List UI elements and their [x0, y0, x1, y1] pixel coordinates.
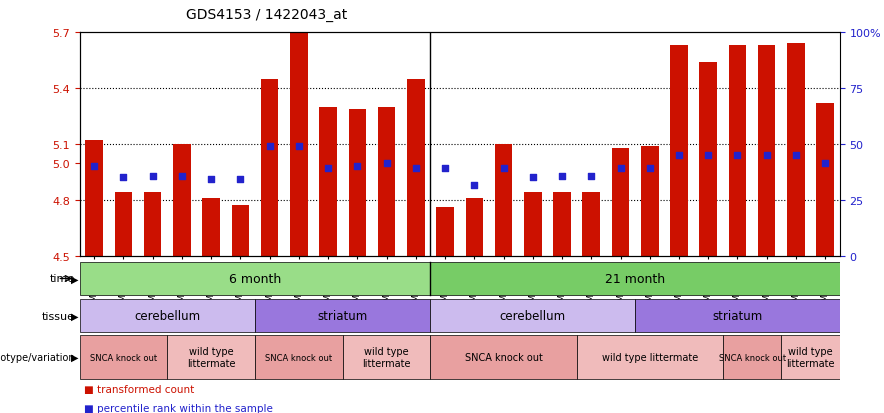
Bar — [255, 299, 431, 333]
Text: wild type
littermate: wild type littermate — [362, 347, 411, 368]
Bar — [80, 262, 431, 296]
Text: ■ percentile rank within the sample: ■ percentile rank within the sample — [84, 403, 273, 413]
Bar — [261, 80, 278, 256]
Bar — [232, 206, 249, 256]
Bar — [787, 44, 804, 256]
Text: striatum: striatum — [317, 309, 368, 323]
Text: 21 month: 21 month — [605, 272, 665, 285]
Bar — [255, 335, 343, 379]
Bar — [612, 148, 629, 256]
Point — [321, 166, 335, 172]
Point — [233, 177, 248, 183]
Point — [408, 166, 423, 172]
Text: SNCA knock out: SNCA knock out — [719, 353, 786, 362]
Point — [263, 143, 277, 150]
Point — [438, 166, 452, 172]
Bar — [758, 46, 775, 256]
Bar — [431, 262, 840, 296]
Bar — [670, 46, 688, 256]
Point — [350, 164, 364, 170]
Text: genotype/variation: genotype/variation — [0, 352, 75, 362]
Text: ▶: ▶ — [72, 352, 79, 362]
Text: ▶: ▶ — [72, 274, 79, 284]
Point — [175, 173, 189, 180]
Bar — [431, 335, 576, 379]
Text: SNCA knock out: SNCA knock out — [465, 352, 543, 362]
Point — [613, 166, 628, 172]
Bar — [348, 109, 366, 256]
Bar — [86, 141, 103, 256]
Bar — [377, 107, 395, 256]
Bar — [343, 335, 431, 379]
Bar — [728, 46, 746, 256]
Text: wild type
littermate: wild type littermate — [187, 347, 235, 368]
Text: wild type
littermate: wild type littermate — [786, 347, 834, 368]
Text: cerebellum: cerebellum — [134, 309, 201, 323]
Bar — [635, 299, 840, 333]
Point — [672, 152, 686, 159]
Point — [88, 164, 102, 170]
Bar — [80, 299, 255, 333]
Point — [789, 152, 803, 159]
Point — [292, 143, 306, 150]
Text: GDS4153 / 1422043_at: GDS4153 / 1422043_at — [186, 8, 347, 22]
Bar — [115, 193, 133, 256]
Bar — [576, 335, 723, 379]
Bar — [723, 335, 781, 379]
Point — [730, 152, 744, 159]
Point — [818, 160, 832, 166]
Bar — [173, 145, 191, 256]
Text: striatum: striatum — [713, 309, 763, 323]
Point — [497, 166, 511, 172]
Bar — [319, 107, 337, 256]
Bar — [202, 199, 220, 256]
Text: cerebellum: cerebellum — [499, 309, 566, 323]
Bar — [466, 199, 483, 256]
Point — [379, 160, 393, 166]
Bar — [431, 299, 635, 333]
Point — [759, 152, 774, 159]
Point — [584, 173, 598, 180]
Bar — [407, 80, 424, 256]
Point — [526, 175, 540, 181]
Point — [701, 152, 715, 159]
Point — [117, 175, 131, 181]
Point — [468, 182, 482, 189]
Point — [146, 173, 160, 180]
Bar — [290, 33, 308, 256]
Bar — [699, 63, 717, 256]
Text: ▶: ▶ — [72, 311, 79, 321]
Bar — [583, 193, 600, 256]
Text: tissue: tissue — [42, 311, 75, 321]
Bar — [167, 335, 255, 379]
Text: ■ transformed count: ■ transformed count — [84, 384, 194, 394]
Text: SNCA knock out: SNCA knock out — [265, 353, 332, 362]
Bar — [524, 193, 542, 256]
Bar — [80, 335, 167, 379]
Bar — [553, 193, 571, 256]
Text: wild type littermate: wild type littermate — [602, 352, 697, 362]
Bar — [781, 335, 840, 379]
Text: time: time — [50, 274, 75, 284]
Text: SNCA knock out: SNCA knock out — [90, 353, 157, 362]
Point — [204, 177, 218, 183]
Bar — [495, 145, 513, 256]
Bar — [641, 147, 659, 256]
Point — [643, 166, 657, 172]
Bar — [817, 104, 834, 256]
Bar — [437, 208, 453, 256]
Bar — [144, 193, 162, 256]
Text: 6 month: 6 month — [229, 272, 281, 285]
Point — [555, 173, 569, 180]
